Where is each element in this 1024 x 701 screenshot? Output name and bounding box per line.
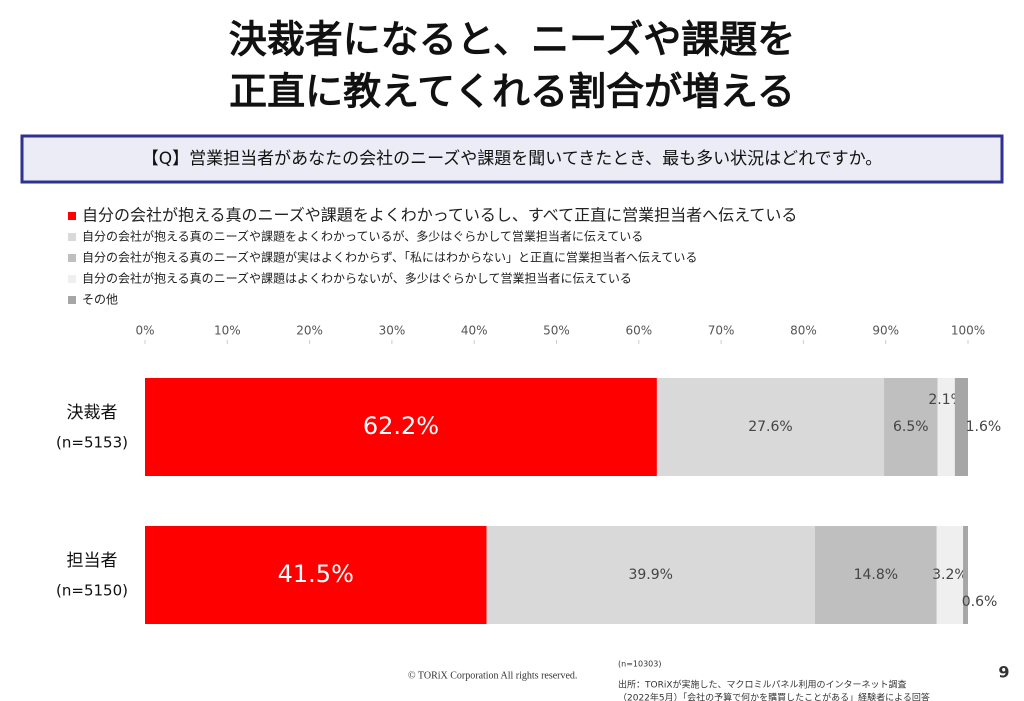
bar-segment <box>814 526 937 624</box>
bar-segment <box>486 526 815 624</box>
bar-segment <box>145 378 657 476</box>
value-label: 27.6% <box>748 419 792 435</box>
x-tick-label: 90% <box>872 324 899 338</box>
value-label: 6.5% <box>893 419 929 435</box>
source-line: 出所：TORiXが実施した、マクロミルパネル利用のインターネット調査 <box>618 679 907 691</box>
title-line: 決裁者になると、ニーズや課題を <box>229 18 796 62</box>
legend-label: その他 <box>82 293 118 307</box>
x-tick-label: 70% <box>708 324 735 338</box>
x-tick-label: 60% <box>625 324 652 338</box>
legend-label: 自分の会社が抱える真のニーズや課題をよくわかっているが、多少はぐらかして営業担当… <box>82 229 643 244</box>
value-label: 39.9% <box>628 567 672 583</box>
x-tick-label: 40% <box>461 324 488 338</box>
bar-segment <box>656 378 885 476</box>
value-label: 0.6% <box>962 594 998 610</box>
category-note: (n=5153) <box>56 434 128 452</box>
x-tick-label: 10% <box>214 324 241 338</box>
category-label: 担当者 <box>67 551 118 571</box>
legend-swatch <box>68 254 76 262</box>
copyright: © TORiX Corporation All rights reserved. <box>408 670 577 681</box>
legend-label: 自分の会社が抱える真のニーズや課題はよくわからないが、多少はぐらかして営業担当者… <box>82 271 632 286</box>
value-label: 3.2% <box>932 567 968 583</box>
page-number: 9 <box>998 663 1009 682</box>
value-label: 1.6% <box>966 419 1002 435</box>
x-tick-label: 20% <box>296 324 323 338</box>
x-tick-label: 100% <box>951 324 985 338</box>
category-label: 決裁者 <box>67 403 118 423</box>
bar-segment <box>145 526 487 624</box>
legend-swatch <box>68 233 76 241</box>
bar-segment <box>936 526 964 624</box>
value-label: 41.5% <box>278 560 354 588</box>
question: 【Q】営業担当者があなたの会社のニーズや課題を聞いてきたとき、最も多い状況はどれ… <box>142 149 882 169</box>
bar-segment <box>963 526 968 624</box>
x-tick-label: 30% <box>379 324 406 338</box>
sample-size: (n=10303) <box>618 660 661 669</box>
source-line: （2022年5月）「会社の予算で何かを購買したことがある」経験者による回答 <box>618 692 930 701</box>
category-note: (n=5150) <box>56 582 128 600</box>
bar-segment <box>937 378 955 476</box>
value-label: 62.2% <box>363 412 439 440</box>
title-line: 正直に教えてくれる割合が増える <box>229 70 795 114</box>
legend-label: 自分の会社が抱える真のニーズや課題が実はよくわからず、「私にはわからない」と正直… <box>82 250 697 265</box>
legend-swatch <box>68 212 76 220</box>
legend-label: 自分の会社が抱える真のニーズや課題をよくわかっているし、すべて正直に営業担当者へ… <box>82 206 797 225</box>
x-tick-label: 50% <box>543 324 570 338</box>
question-box <box>20 134 1004 184</box>
bar-segment <box>884 378 938 476</box>
x-tick-label: 0% <box>135 324 154 338</box>
x-tick-label: 80% <box>790 324 817 338</box>
legend-swatch <box>68 296 76 304</box>
bar-segment <box>954 378 968 476</box>
value-label: 14.8% <box>854 567 898 583</box>
legend-swatch <box>68 275 76 283</box>
